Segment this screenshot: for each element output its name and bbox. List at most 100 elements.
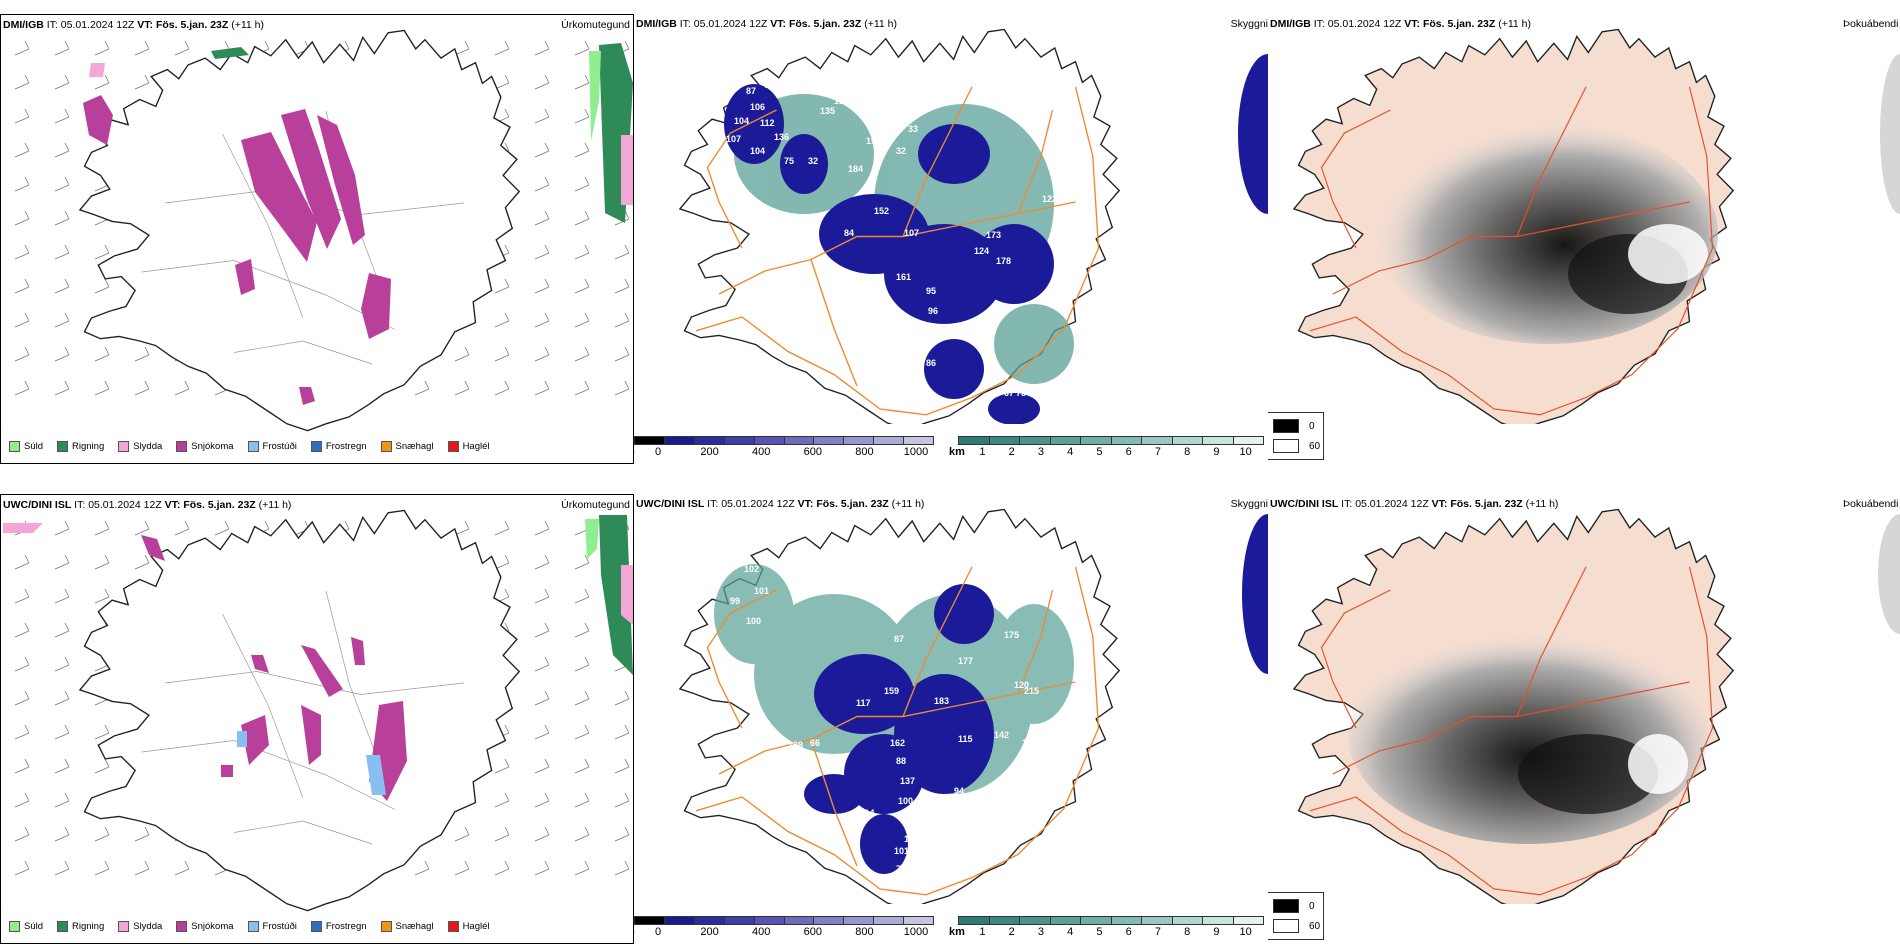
colorbar-swatch	[1203, 437, 1234, 444]
colorbar-tick: 4	[1067, 926, 1074, 938]
wind-barb	[54, 278, 70, 294]
wind-barb	[14, 792, 30, 808]
cloud-base-value: 178	[996, 256, 1011, 266]
colorbar-tick: 600	[803, 926, 822, 938]
colorbar-tick: 10	[1239, 446, 1252, 458]
cloud-base-value: 60	[764, 80, 774, 90]
wind-barb	[574, 622, 590, 638]
panel-header: UWC/DINI ISL IT: 05.01.2024 12Z VT: Fös.…	[3, 499, 292, 511]
cloud-base-value: 100	[746, 616, 761, 626]
wind-barb	[574, 588, 590, 604]
colorbar-tick: 800	[855, 446, 874, 458]
legend-swatch	[57, 441, 69, 452]
wind-barb	[574, 244, 590, 260]
wind-barb	[14, 312, 30, 328]
cloud-base-value: 96	[928, 306, 938, 316]
legend-label: Frostregn	[325, 441, 367, 452]
wind-barb	[94, 588, 110, 604]
wind-barb	[54, 210, 70, 226]
colorbar-swatch	[1111, 437, 1142, 444]
wind-barb	[534, 690, 550, 706]
wind-barb	[14, 244, 30, 260]
cloud-base-value: 66	[810, 738, 820, 748]
legend-swatch	[57, 921, 69, 932]
wind-barb	[614, 690, 630, 706]
wind-barb	[14, 74, 30, 90]
colorbar-unit: m	[634, 446, 635, 458]
wind-barb	[534, 312, 550, 328]
legend-item: Haglél	[447, 921, 490, 932]
wind-barb	[574, 312, 590, 328]
wind-barb	[14, 860, 30, 876]
wind-barb	[94, 346, 110, 362]
wind-barb	[574, 758, 590, 774]
cloud-base-value: 142	[994, 730, 1009, 740]
fog-swatch-0	[1273, 419, 1299, 433]
colorbar-swatch	[989, 917, 1020, 924]
fog-road-network	[1309, 566, 1714, 896]
cloud-base-value: 75	[784, 156, 794, 166]
cloud-base-value: 104	[750, 146, 765, 156]
wind-barb	[134, 40, 150, 56]
cloud-base-value: 177	[958, 656, 973, 666]
wind-barb	[14, 40, 30, 56]
colorbar-tick: 8	[1184, 926, 1191, 938]
wind-barb	[534, 278, 550, 294]
cloud-base-value: 104	[830, 306, 845, 316]
cloud-base-value: 102	[904, 834, 919, 844]
colorbar-tick: 7	[1154, 926, 1161, 938]
colorbar-swatch	[694, 917, 725, 924]
wind-barb	[54, 520, 70, 536]
wind-barb	[494, 758, 510, 774]
fog-legend: 0 60	[1268, 412, 1324, 460]
colorbar-swatch	[635, 437, 665, 444]
wind-barb	[54, 588, 70, 604]
colorbar-unit: m	[634, 926, 635, 938]
panel-title-visibility: Skyggni	[1230, 498, 1268, 510]
colorbar-tick: 2	[1008, 446, 1015, 458]
cloud-base-value: 79	[896, 864, 906, 874]
precip-type-legend: Súld Rigning Slydda Snjókoma Frostúði Frostre…	[9, 441, 490, 452]
cloud-base-value: 33	[908, 124, 918, 134]
precip-map	[3, 509, 633, 912]
panel-title-precip-type: Úrkomutegund	[561, 19, 630, 31]
colorbar-tick: 5	[1096, 446, 1103, 458]
colorbar-swatch	[1172, 437, 1203, 444]
legend-swatch	[118, 921, 130, 932]
legend-swatch	[9, 921, 20, 932]
wind-barb	[454, 860, 470, 876]
wind-barb	[614, 758, 630, 774]
wind-barb	[94, 554, 110, 570]
cloud-base-value: 95	[926, 286, 936, 296]
cloud-panel-uwc: UWC/DINI ISL IT: 05.01.2024 12Z VT: Fös.…	[634, 494, 1268, 942]
wind-barb	[54, 244, 70, 260]
colorbar-swatch	[1142, 437, 1173, 444]
wind-barb	[54, 690, 70, 706]
cloud-base-value: 52	[924, 858, 934, 868]
panel-title-visibility: Skyggni	[1230, 18, 1268, 30]
wind-barb	[494, 278, 510, 294]
wind-barb	[54, 108, 70, 124]
colorbar-swatch	[1020, 437, 1051, 444]
colorbar-swatch	[635, 917, 665, 924]
cloud-base-value: 107	[726, 134, 741, 144]
wind-barb	[614, 380, 630, 396]
cloud-base-value: 153	[1064, 216, 1079, 226]
colorbar-swatch	[904, 437, 934, 444]
colorbar-swatch	[959, 917, 990, 924]
wind-barb	[94, 74, 110, 90]
legend-swatch	[310, 441, 322, 452]
cloud-base-value: 137	[900, 776, 915, 786]
panel-header: DMI/IGB IT: 05.01.2024 12Z VT: Fös. 5.ja…	[636, 18, 898, 30]
colorbar-swatch	[1111, 917, 1142, 924]
colorbar-swatch	[814, 437, 845, 444]
wind-barb	[454, 380, 470, 396]
cloud-base-value: 124	[974, 246, 989, 256]
cloud-base-colorbar: m 0 200 400 600 800 1000	[634, 916, 934, 939]
colorbar-swatch	[814, 917, 845, 924]
wind-barb	[94, 520, 110, 536]
cloud-base-value: 71	[954, 806, 964, 816]
colorbar-swatch	[1050, 437, 1081, 444]
